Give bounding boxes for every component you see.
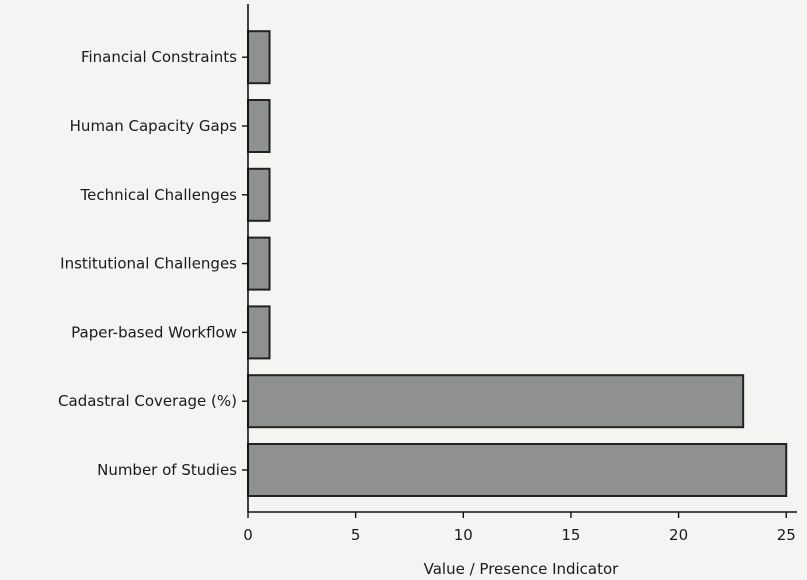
- bar-human-capacity-gaps: [247, 99, 271, 153]
- x-tick-label-5: 5: [351, 526, 361, 544]
- y-tick-label-human-capacity-gaps: Human Capacity Gaps: [70, 117, 238, 135]
- bar-technical-challenges: [247, 167, 271, 222]
- plot-area: [247, 30, 788, 497]
- bar-institutional-challenges: [247, 236, 271, 291]
- y-tick-label-institutional-challenges: Institutional Challenges: [60, 255, 237, 273]
- x-tick-label-15: 15: [561, 526, 580, 544]
- y-tick-label-cadastral-coverage: Cadastral Coverage (%): [58, 392, 237, 410]
- x-tick-label-25: 25: [777, 526, 796, 544]
- y-tick-label-financial-constraints: Financial Constraints: [81, 48, 237, 66]
- x-tick-label-20: 20: [669, 526, 688, 544]
- x-tick-label-10: 10: [454, 526, 473, 544]
- y-tick-label-technical-challenges: Technical Challenges: [80, 186, 238, 204]
- bar-financial-constraints: [247, 30, 271, 85]
- bar-number-of-studies: [247, 443, 788, 497]
- x-axis: 0 5 10 15 20 25: [243, 511, 797, 544]
- x-axis-label: Value / Presence Indicator: [424, 560, 620, 578]
- y-tick-label-number-of-studies: Number of Studies: [97, 461, 237, 479]
- bar-cadastral-coverage: [247, 374, 745, 429]
- bar-paper-based-workflow: [247, 305, 271, 360]
- y-axis: Number of Studies Cadastral Coverage (%) P…: [58, 4, 249, 512]
- x-tick-label-0: 0: [243, 526, 253, 544]
- y-tick-label-paper-based-workflow: Paper-based Workflow: [71, 323, 237, 341]
